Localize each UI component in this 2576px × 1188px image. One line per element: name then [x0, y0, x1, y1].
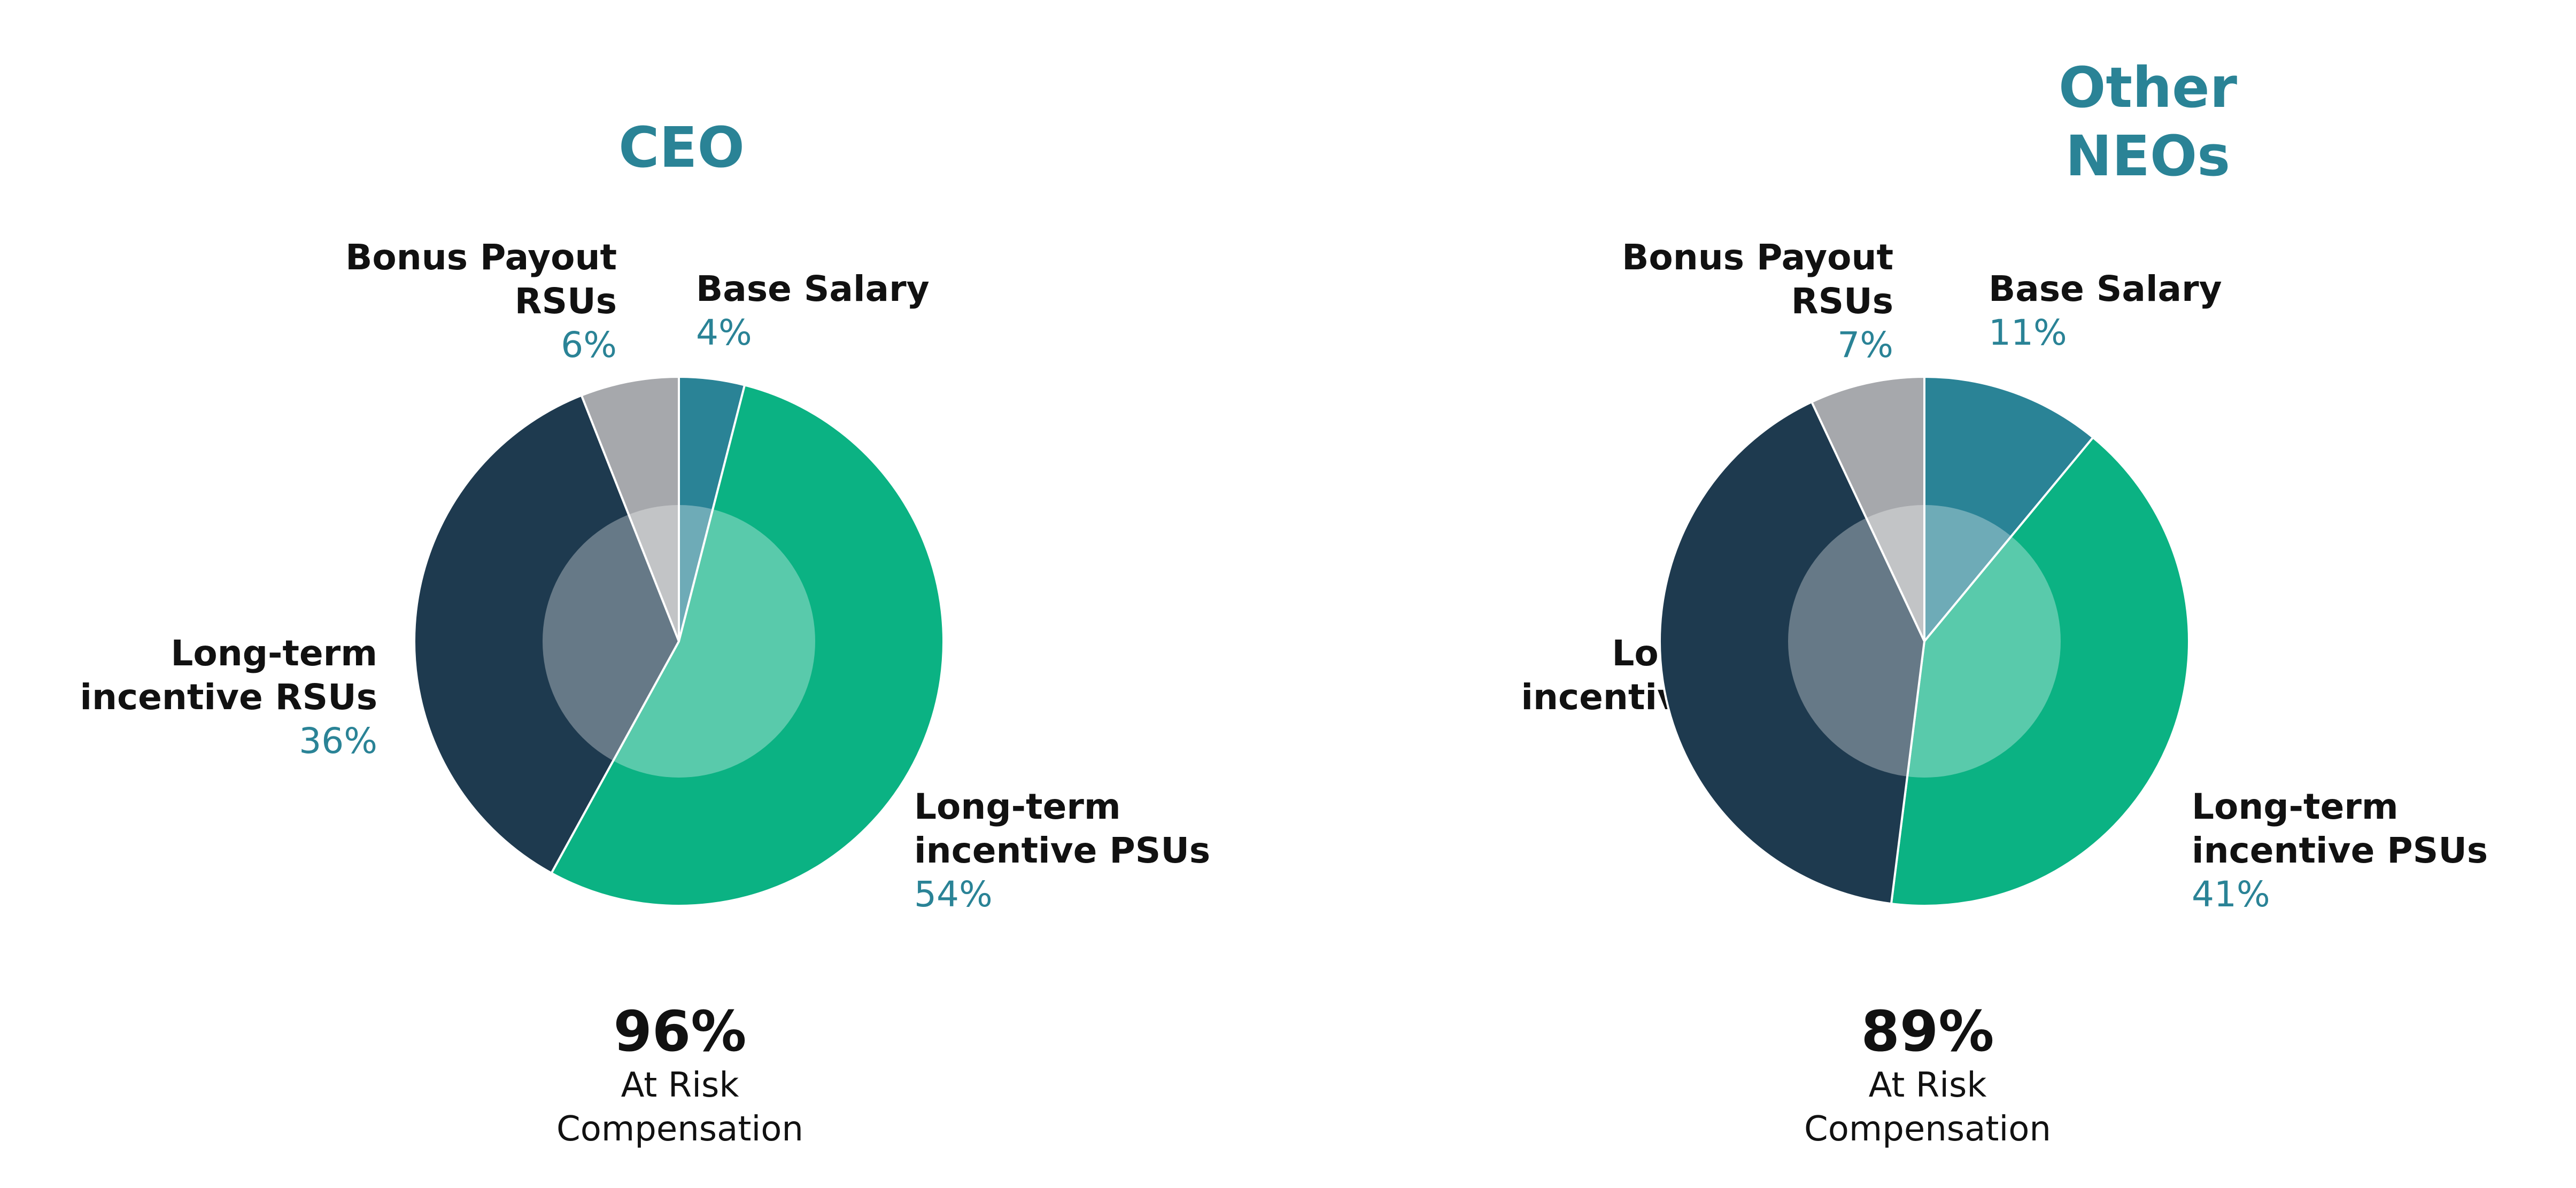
pie-slice-long-term-incentive-psus	[550, 384, 945, 907]
at-risk-summary: 96% At Risk Compensation	[439, 999, 920, 1151]
pie-slice-long-term-incentive-rsus	[413, 394, 680, 874]
slice-value-label: 41%	[2192, 874, 2270, 915]
slice-value-label: 54%	[914, 874, 993, 915]
at-risk-summary: 89% At Risk Compensation	[1687, 999, 2168, 1151]
at-risk-label: At Risk	[1868, 1066, 1987, 1105]
chart-title-line: NEOs	[2065, 123, 2231, 189]
slice-label-base-salary: Base Salary 4%	[696, 267, 930, 355]
chart-title: Other NEOs	[1934, 53, 2362, 190]
slice-value-label: 36%	[299, 720, 377, 762]
slice-label-text: RSUs	[514, 281, 617, 322]
slice-label-lti-psus: Long-term incentive PSUs 41%	[2192, 785, 2488, 917]
pie-inner-highlight	[543, 505, 815, 778]
slice-label-text: incentive PSUs	[914, 830, 1211, 871]
slice-value-label: 11%	[1989, 312, 2067, 353]
slice-label-lti-rsus: Long-term incentive RSUs 36%	[80, 632, 377, 763]
slice-label-bonus-payout-rsus: Bonus Payout RSUs 7%	[1622, 236, 1893, 367]
slice-label-bonus-payout-rsus: Bonus Payout RSUs 6%	[345, 236, 617, 367]
slice-value-label: 7%	[1837, 324, 1893, 366]
ceo-chart-panel: CEO Base Salary 4% Bonus Payout RSUs 6% …	[0, 0, 1283, 1188]
slice-value-label: 6%	[561, 324, 617, 366]
chart-title: CEO	[468, 113, 895, 182]
pie-slice-long-term-incentive-psus	[1890, 436, 2190, 907]
pie-slice-bonus-payout-rsus	[1811, 376, 1925, 642]
slice-label-text: Long-term	[2192, 786, 2399, 827]
slice-label-text: Bonus Payout	[1622, 237, 1893, 278]
pie-slice-long-term-incentive-rsus	[1659, 401, 1925, 905]
slice-label-text: Base Salary	[1989, 268, 2222, 309]
slice-label-text: incentive PSUs	[2192, 830, 2488, 871]
pie-slice-bonus-payout-rsus	[580, 376, 680, 642]
pie-chart	[413, 376, 945, 907]
slice-label-text: RSUs	[1791, 281, 1893, 322]
slice-label-text: Long-term	[171, 633, 377, 674]
chart-title-line: Other	[2059, 55, 2237, 120]
at-risk-label: Compensation	[556, 1109, 803, 1149]
other-neos-chart-panel: Other NEOs Base Salary 11% Bonus Payout …	[1283, 0, 2566, 1188]
pie-inner-highlight	[1788, 505, 2061, 778]
slice-label-text: incentive RSUs	[80, 677, 377, 718]
at-risk-value: 96%	[613, 999, 747, 1064]
at-risk-label: At Risk	[621, 1066, 739, 1105]
slice-label-base-salary: Base Salary 11%	[1989, 267, 2222, 355]
slice-value-label: 4%	[696, 312, 752, 353]
at-risk-value: 89%	[1861, 999, 1994, 1064]
slice-label-text: Long-term	[914, 786, 1121, 827]
at-risk-label: Compensation	[1804, 1109, 2051, 1149]
slice-label-text: Bonus Payout	[345, 237, 617, 278]
slice-label-lti-psus: Long-term incentive PSUs 54%	[914, 785, 1210, 917]
chart-title-line: CEO	[618, 115, 745, 180]
slice-label-text: Base Salary	[696, 268, 930, 309]
pie-slice-base-salary	[1923, 376, 2094, 642]
pie-chart	[1659, 376, 2190, 907]
